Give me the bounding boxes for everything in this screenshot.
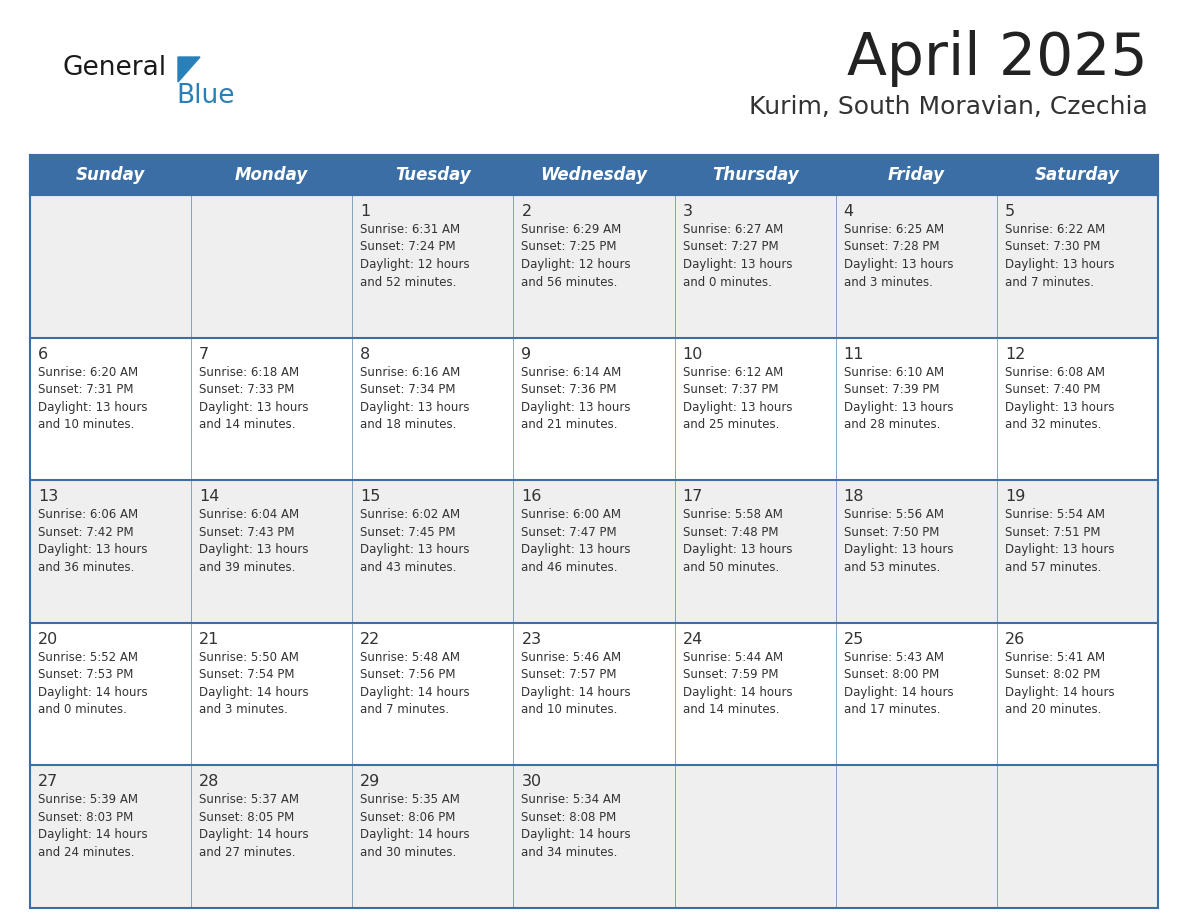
Text: 11: 11	[843, 347, 864, 362]
Text: Sunrise: 5:35 AM
Sunset: 8:06 PM
Daylight: 14 hours
and 30 minutes.: Sunrise: 5:35 AM Sunset: 8:06 PM Dayligh…	[360, 793, 470, 859]
Text: Sunrise: 6:14 AM
Sunset: 7:36 PM
Daylight: 13 hours
and 21 minutes.: Sunrise: 6:14 AM Sunset: 7:36 PM Dayligh…	[522, 365, 631, 431]
Bar	[30, 338, 1158, 480]
Text: 1: 1	[360, 204, 371, 219]
Text: 25: 25	[843, 632, 864, 647]
Text: Blue: Blue	[176, 83, 234, 109]
Text: 23: 23	[522, 632, 542, 647]
Text: Sunrise: 6:10 AM
Sunset: 7:39 PM
Daylight: 13 hours
and 28 minutes.: Sunrise: 6:10 AM Sunset: 7:39 PM Dayligh…	[843, 365, 953, 431]
Text: Sunrise: 6:22 AM
Sunset: 7:30 PM
Daylight: 13 hours
and 7 minutes.: Sunrise: 6:22 AM Sunset: 7:30 PM Dayligh…	[1005, 223, 1114, 288]
Text: Tuesday: Tuesday	[394, 166, 470, 184]
Text: 26: 26	[1005, 632, 1025, 647]
Polygon shape	[178, 57, 200, 82]
Text: Sunrise: 6:02 AM
Sunset: 7:45 PM
Daylight: 13 hours
and 43 minutes.: Sunrise: 6:02 AM Sunset: 7:45 PM Dayligh…	[360, 509, 469, 574]
Text: Sunrise: 6:20 AM
Sunset: 7:31 PM
Daylight: 13 hours
and 10 minutes.: Sunrise: 6:20 AM Sunset: 7:31 PM Dayligh…	[38, 365, 147, 431]
Text: Sunrise: 5:58 AM
Sunset: 7:48 PM
Daylight: 13 hours
and 50 minutes.: Sunrise: 5:58 AM Sunset: 7:48 PM Dayligh…	[683, 509, 792, 574]
Text: General: General	[62, 55, 166, 81]
Text: Sunrise: 5:50 AM
Sunset: 7:54 PM
Daylight: 14 hours
and 3 minutes.: Sunrise: 5:50 AM Sunset: 7:54 PM Dayligh…	[200, 651, 309, 716]
Text: 21: 21	[200, 632, 220, 647]
Text: 30: 30	[522, 775, 542, 789]
Text: Sunrise: 6:31 AM
Sunset: 7:24 PM
Daylight: 12 hours
and 52 minutes.: Sunrise: 6:31 AM Sunset: 7:24 PM Dayligh…	[360, 223, 470, 288]
Text: Sunrise: 5:44 AM
Sunset: 7:59 PM
Daylight: 14 hours
and 14 minutes.: Sunrise: 5:44 AM Sunset: 7:59 PM Dayligh…	[683, 651, 792, 716]
Text: 12: 12	[1005, 347, 1025, 362]
Text: Sunrise: 5:43 AM
Sunset: 8:00 PM
Daylight: 14 hours
and 17 minutes.: Sunrise: 5:43 AM Sunset: 8:00 PM Dayligh…	[843, 651, 953, 716]
Bar	[30, 622, 1158, 766]
Text: Sunrise: 6:16 AM
Sunset: 7:34 PM
Daylight: 13 hours
and 18 minutes.: Sunrise: 6:16 AM Sunset: 7:34 PM Dayligh…	[360, 365, 469, 431]
Text: Sunrise: 5:41 AM
Sunset: 8:02 PM
Daylight: 14 hours
and 20 minutes.: Sunrise: 5:41 AM Sunset: 8:02 PM Dayligh…	[1005, 651, 1114, 716]
Text: Sunrise: 6:12 AM
Sunset: 7:37 PM
Daylight: 13 hours
and 25 minutes.: Sunrise: 6:12 AM Sunset: 7:37 PM Dayligh…	[683, 365, 792, 431]
Text: 7: 7	[200, 347, 209, 362]
Bar	[30, 480, 1158, 622]
Text: 2: 2	[522, 204, 531, 219]
Text: 13: 13	[38, 489, 58, 504]
Text: Sunrise: 5:48 AM
Sunset: 7:56 PM
Daylight: 14 hours
and 7 minutes.: Sunrise: 5:48 AM Sunset: 7:56 PM Dayligh…	[360, 651, 470, 716]
Text: Sunday: Sunday	[76, 166, 145, 184]
Text: Sunrise: 6:25 AM
Sunset: 7:28 PM
Daylight: 13 hours
and 3 minutes.: Sunrise: 6:25 AM Sunset: 7:28 PM Dayligh…	[843, 223, 953, 288]
Text: 14: 14	[200, 489, 220, 504]
Text: Wednesday: Wednesday	[541, 166, 647, 184]
Text: Sunrise: 5:39 AM
Sunset: 8:03 PM
Daylight: 14 hours
and 24 minutes.: Sunrise: 5:39 AM Sunset: 8:03 PM Dayligh…	[38, 793, 147, 859]
Text: Sunrise: 6:29 AM
Sunset: 7:25 PM
Daylight: 12 hours
and 56 minutes.: Sunrise: 6:29 AM Sunset: 7:25 PM Dayligh…	[522, 223, 631, 288]
Text: April 2025: April 2025	[847, 30, 1148, 87]
Text: Thursday: Thursday	[712, 166, 798, 184]
Text: 9: 9	[522, 347, 531, 362]
Text: Sunrise: 6:04 AM
Sunset: 7:43 PM
Daylight: 13 hours
and 39 minutes.: Sunrise: 6:04 AM Sunset: 7:43 PM Dayligh…	[200, 509, 309, 574]
Bar	[30, 155, 1158, 195]
Text: Monday: Monday	[235, 166, 309, 184]
Text: Friday: Friday	[887, 166, 944, 184]
Text: Sunrise: 5:54 AM
Sunset: 7:51 PM
Daylight: 13 hours
and 57 minutes.: Sunrise: 5:54 AM Sunset: 7:51 PM Dayligh…	[1005, 509, 1114, 574]
Text: Kurim, South Moravian, Czechia: Kurim, South Moravian, Czechia	[750, 95, 1148, 119]
Text: 29: 29	[360, 775, 380, 789]
Text: 20: 20	[38, 632, 58, 647]
Bar	[30, 155, 1158, 195]
Bar	[30, 195, 1158, 338]
Text: Sunrise: 5:52 AM
Sunset: 7:53 PM
Daylight: 14 hours
and 0 minutes.: Sunrise: 5:52 AM Sunset: 7:53 PM Dayligh…	[38, 651, 147, 716]
Text: 19: 19	[1005, 489, 1025, 504]
Text: Sunrise: 6:00 AM
Sunset: 7:47 PM
Daylight: 13 hours
and 46 minutes.: Sunrise: 6:00 AM Sunset: 7:47 PM Dayligh…	[522, 509, 631, 574]
Text: 10: 10	[683, 347, 703, 362]
Text: Sunrise: 6:27 AM
Sunset: 7:27 PM
Daylight: 13 hours
and 0 minutes.: Sunrise: 6:27 AM Sunset: 7:27 PM Dayligh…	[683, 223, 792, 288]
Text: 18: 18	[843, 489, 864, 504]
Text: 27: 27	[38, 775, 58, 789]
Text: Sunrise: 5:37 AM
Sunset: 8:05 PM
Daylight: 14 hours
and 27 minutes.: Sunrise: 5:37 AM Sunset: 8:05 PM Dayligh…	[200, 793, 309, 859]
Text: 17: 17	[683, 489, 703, 504]
Text: Saturday: Saturday	[1035, 166, 1120, 184]
Text: 28: 28	[200, 775, 220, 789]
Bar	[30, 766, 1158, 908]
Text: Sunrise: 6:08 AM
Sunset: 7:40 PM
Daylight: 13 hours
and 32 minutes.: Sunrise: 6:08 AM Sunset: 7:40 PM Dayligh…	[1005, 365, 1114, 431]
Text: 4: 4	[843, 204, 854, 219]
Text: 8: 8	[360, 347, 371, 362]
Text: 24: 24	[683, 632, 703, 647]
Text: Sunrise: 6:18 AM
Sunset: 7:33 PM
Daylight: 13 hours
and 14 minutes.: Sunrise: 6:18 AM Sunset: 7:33 PM Dayligh…	[200, 365, 309, 431]
Text: 22: 22	[360, 632, 380, 647]
Text: Sunrise: 5:46 AM
Sunset: 7:57 PM
Daylight: 14 hours
and 10 minutes.: Sunrise: 5:46 AM Sunset: 7:57 PM Dayligh…	[522, 651, 631, 716]
Text: 15: 15	[360, 489, 380, 504]
Text: Sunrise: 5:34 AM
Sunset: 8:08 PM
Daylight: 14 hours
and 34 minutes.: Sunrise: 5:34 AM Sunset: 8:08 PM Dayligh…	[522, 793, 631, 859]
Text: Sunrise: 6:06 AM
Sunset: 7:42 PM
Daylight: 13 hours
and 36 minutes.: Sunrise: 6:06 AM Sunset: 7:42 PM Dayligh…	[38, 509, 147, 574]
Text: 16: 16	[522, 489, 542, 504]
Text: 3: 3	[683, 204, 693, 219]
Text: 5: 5	[1005, 204, 1015, 219]
Text: Sunrise: 5:56 AM
Sunset: 7:50 PM
Daylight: 13 hours
and 53 minutes.: Sunrise: 5:56 AM Sunset: 7:50 PM Dayligh…	[843, 509, 953, 574]
Text: 6: 6	[38, 347, 49, 362]
